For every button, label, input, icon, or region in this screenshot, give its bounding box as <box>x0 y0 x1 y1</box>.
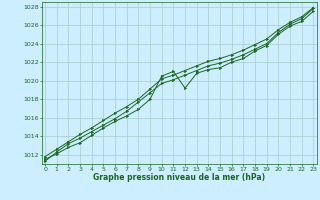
X-axis label: Graphe pression niveau de la mer (hPa): Graphe pression niveau de la mer (hPa) <box>93 173 265 182</box>
